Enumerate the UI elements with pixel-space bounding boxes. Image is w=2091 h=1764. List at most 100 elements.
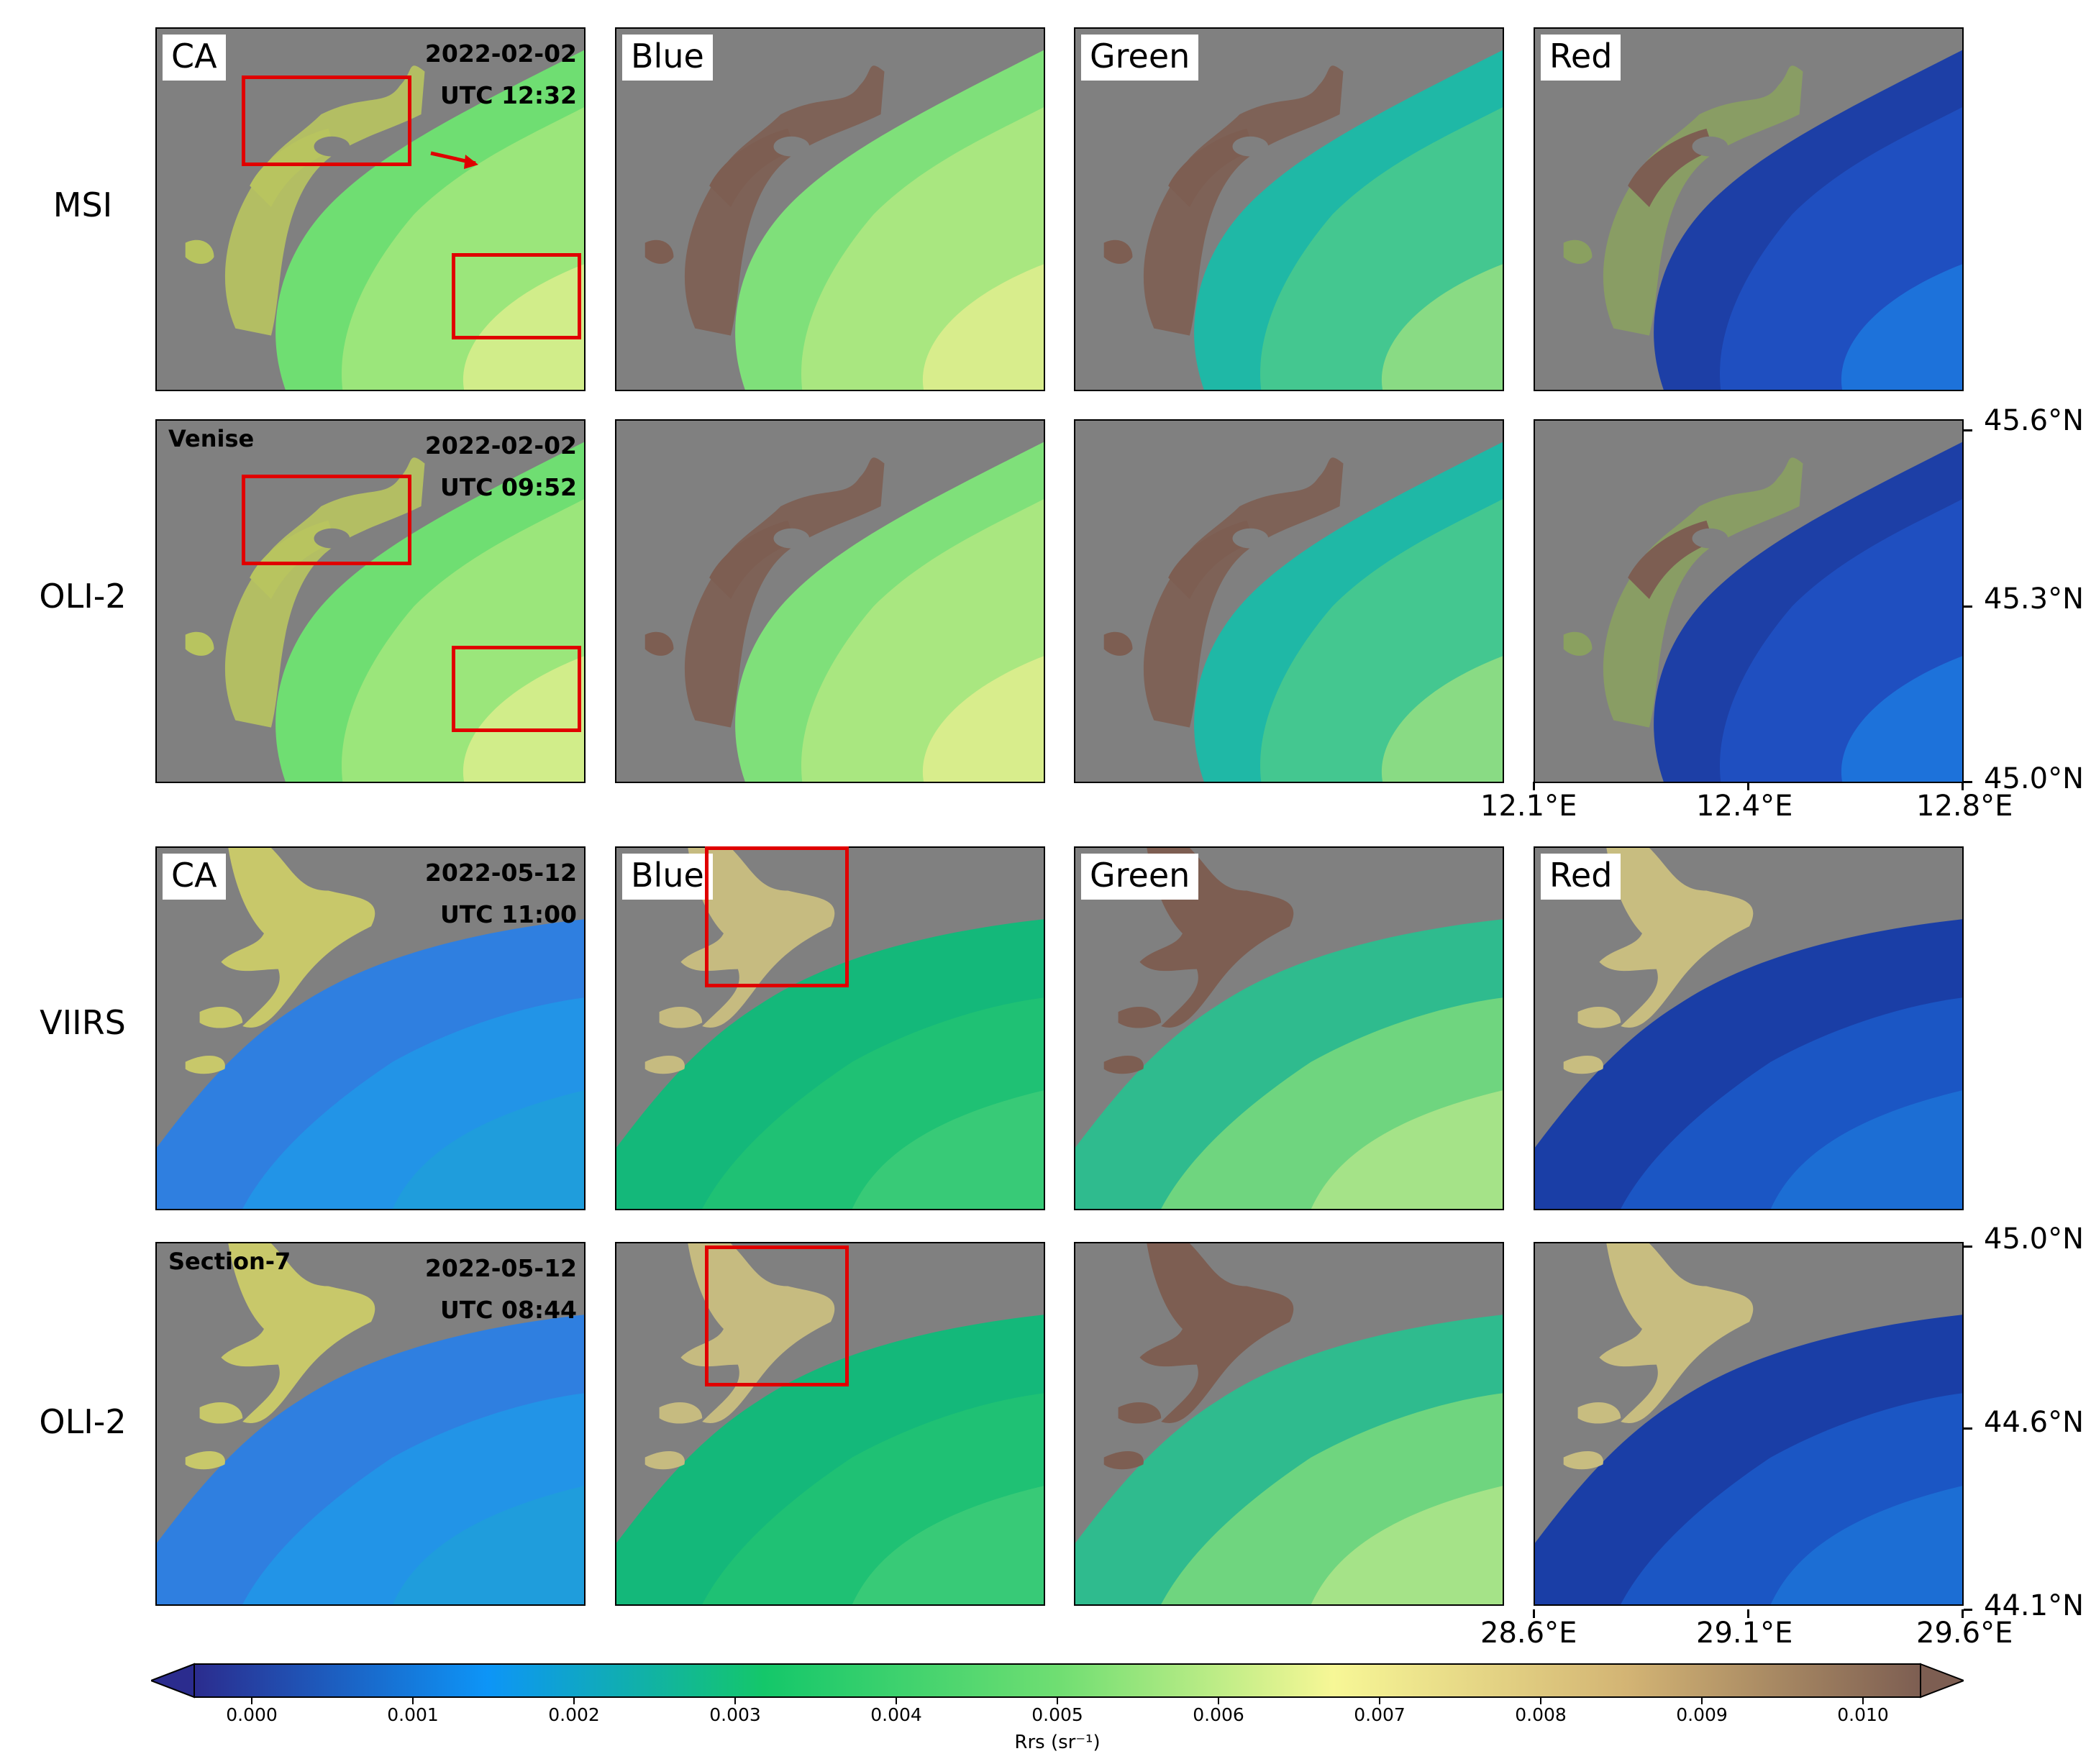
colorbar-tick-label: 0.006	[1193, 1704, 1244, 1725]
rrs-map-image	[157, 1243, 584, 1604]
row-label-oli2-venice: OLI-2	[39, 577, 127, 616]
colorbar-tick-mark	[1218, 1697, 1219, 1704]
rrs-map-image	[157, 29, 584, 390]
map-panel-r3-blue	[615, 1242, 1045, 1606]
colorbar-tick-mark	[896, 1697, 897, 1704]
lat-tick-danube-mid: 44.6°N	[1984, 1406, 2084, 1439]
map-panel-r3-red	[1534, 1242, 1964, 1606]
lon-tick-mark	[1747, 782, 1749, 790]
highlight-box-lagoon-oli	[242, 475, 411, 565]
lon-tick-mark	[1962, 782, 1964, 790]
colorbar-tick-label: 0.004	[870, 1704, 922, 1725]
acquisition-date: 2022-05-12	[424, 859, 577, 887]
rrs-map-image	[616, 29, 1044, 390]
acquisition-date: 2022-05-12	[424, 1254, 577, 1282]
map-panel-r2-blue: Blue	[615, 846, 1045, 1210]
map-panel-r2-red: Red	[1534, 846, 1964, 1210]
rrs-map-image	[157, 848, 584, 1209]
band-label-ca: CA	[163, 35, 226, 81]
lat-tick-mark	[1964, 429, 1972, 431]
rrs-map-image	[1075, 1243, 1503, 1604]
map-panel-r2-ca: CA 2022-05-12 UTC 11:00	[155, 846, 586, 1210]
rrs-map-image	[616, 1243, 1044, 1604]
colorbar-tick-label: 0.001	[387, 1704, 439, 1725]
band-label-red: Red	[1541, 35, 1621, 81]
site-label: Venise	[168, 425, 255, 452]
map-panel-r1-blue	[615, 419, 1045, 783]
highlight-box-plume-msi	[452, 253, 581, 339]
colorbar-extend-high	[1920, 1663, 1964, 1699]
lat-tick-venice-bottom: 45.0°N	[1984, 762, 2084, 795]
rrs-map-image	[1535, 1243, 1962, 1604]
rrs-map-image	[1075, 29, 1503, 390]
colorbar-tick-label: 0.009	[1676, 1704, 1728, 1725]
acquisition-time: UTC 08:44	[439, 1296, 577, 1324]
acquisition-datetime: 2022-05-12 UTC 08:44	[425, 1248, 577, 1331]
colorbar-label: Rrs (sr⁻¹)	[1014, 1732, 1101, 1753]
map-panel-r0-ca: CA 2022-02-02 UTC 12:32	[155, 27, 586, 391]
rrs-map-image	[1075, 421, 1503, 782]
highlight-box-plume-oli	[452, 646, 581, 732]
rrs-map-image	[1535, 29, 1962, 390]
acquisition-time: UTC 09:52	[439, 473, 577, 501]
rrs-map-image	[1075, 848, 1503, 1209]
map-panel-r0-green: Green	[1074, 27, 1504, 391]
lat-tick-danube-bottom: 44.1°N	[1984, 1589, 2084, 1622]
band-label-blue: Blue	[622, 35, 713, 81]
colorbar-tick-label: 0.008	[1515, 1704, 1567, 1725]
colorbar-tick-mark	[1540, 1697, 1541, 1704]
colorbar-gradient	[193, 1663, 1921, 1698]
colorbar-extend-low	[151, 1663, 195, 1699]
colorbar-tick-mark	[1862, 1697, 1864, 1704]
map-panel-r2-green: Green	[1074, 846, 1504, 1210]
band-label-red: Red	[1541, 854, 1621, 900]
row-label-msi: MSI	[53, 186, 113, 224]
lon-tick-danube-right: 29.6°E	[1916, 1617, 2013, 1650]
colorbar-tick-mark	[1057, 1697, 1058, 1704]
acquisition-date: 2022-02-02	[424, 40, 577, 68]
rrs-map-image	[616, 421, 1044, 782]
highlight-box-delta-viirs	[705, 846, 849, 987]
acquisition-datetime: 2022-02-02 UTC 12:32	[425, 33, 577, 116]
site-label: Section-7	[168, 1248, 291, 1275]
colorbar	[151, 1663, 1964, 1699]
lon-tick-danube-mid: 29.1°E	[1696, 1617, 1793, 1650]
lat-tick-venice-mid: 45.3°N	[1984, 582, 2084, 616]
lon-tick-venice-mid: 12.4°E	[1696, 790, 1793, 823]
colorbar-tick-mark	[412, 1697, 414, 1704]
colorbar-tick-mark	[251, 1697, 252, 1704]
highlight-box-lagoon-msi	[242, 76, 411, 166]
map-panel-r3-ca: Section-7 2022-05-12 UTC 08:44	[155, 1242, 586, 1606]
colorbar-tick-mark	[1701, 1697, 1703, 1704]
colorbar-tick-mark	[573, 1697, 575, 1704]
rrs-map-image	[1535, 848, 1962, 1209]
lon-tick-danube-left: 28.6°E	[1480, 1617, 1577, 1650]
lat-tick-mark	[1964, 781, 1972, 783]
rrs-map-image	[1535, 421, 1962, 782]
colorbar-tick-label: 0.005	[1031, 1704, 1083, 1725]
row-label-viirs: VIIRS	[40, 1003, 126, 1042]
lon-tick-mark	[1533, 1609, 1535, 1618]
band-label-ca: CA	[163, 854, 226, 900]
colorbar-tick-label: 0.010	[1837, 1704, 1889, 1725]
map-panel-r3-green	[1074, 1242, 1504, 1606]
colorbar-tick-label: 0.007	[1354, 1704, 1406, 1725]
band-label-green: Green	[1081, 35, 1199, 81]
highlight-box-delta-oli	[705, 1246, 849, 1386]
colorbar-tick-label: 0.003	[709, 1704, 761, 1725]
map-panel-r1-green	[1074, 419, 1504, 783]
lon-tick-venice-right: 12.8°E	[1916, 790, 2013, 823]
lat-tick-mark	[1964, 1246, 1972, 1248]
lat-tick-danube-top: 45.0°N	[1984, 1223, 2084, 1256]
band-label-blue: Blue	[622, 854, 713, 900]
map-panel-r0-red: Red	[1534, 27, 1964, 391]
map-panel-r1-ca: Venise 2022-02-02 UTC 09:52	[155, 419, 586, 783]
map-panel-r1-red	[1534, 419, 1964, 783]
band-label-green: Green	[1081, 854, 1199, 900]
rrs-map-image	[157, 421, 584, 782]
lat-tick-venice-top: 45.6°N	[1984, 404, 2084, 437]
colorbar-tick-mark	[1379, 1697, 1380, 1704]
acquisition-datetime: 2022-05-12 UTC 11:00	[425, 852, 577, 936]
rrs-map-image	[616, 848, 1044, 1209]
lon-tick-mark	[1533, 782, 1535, 790]
